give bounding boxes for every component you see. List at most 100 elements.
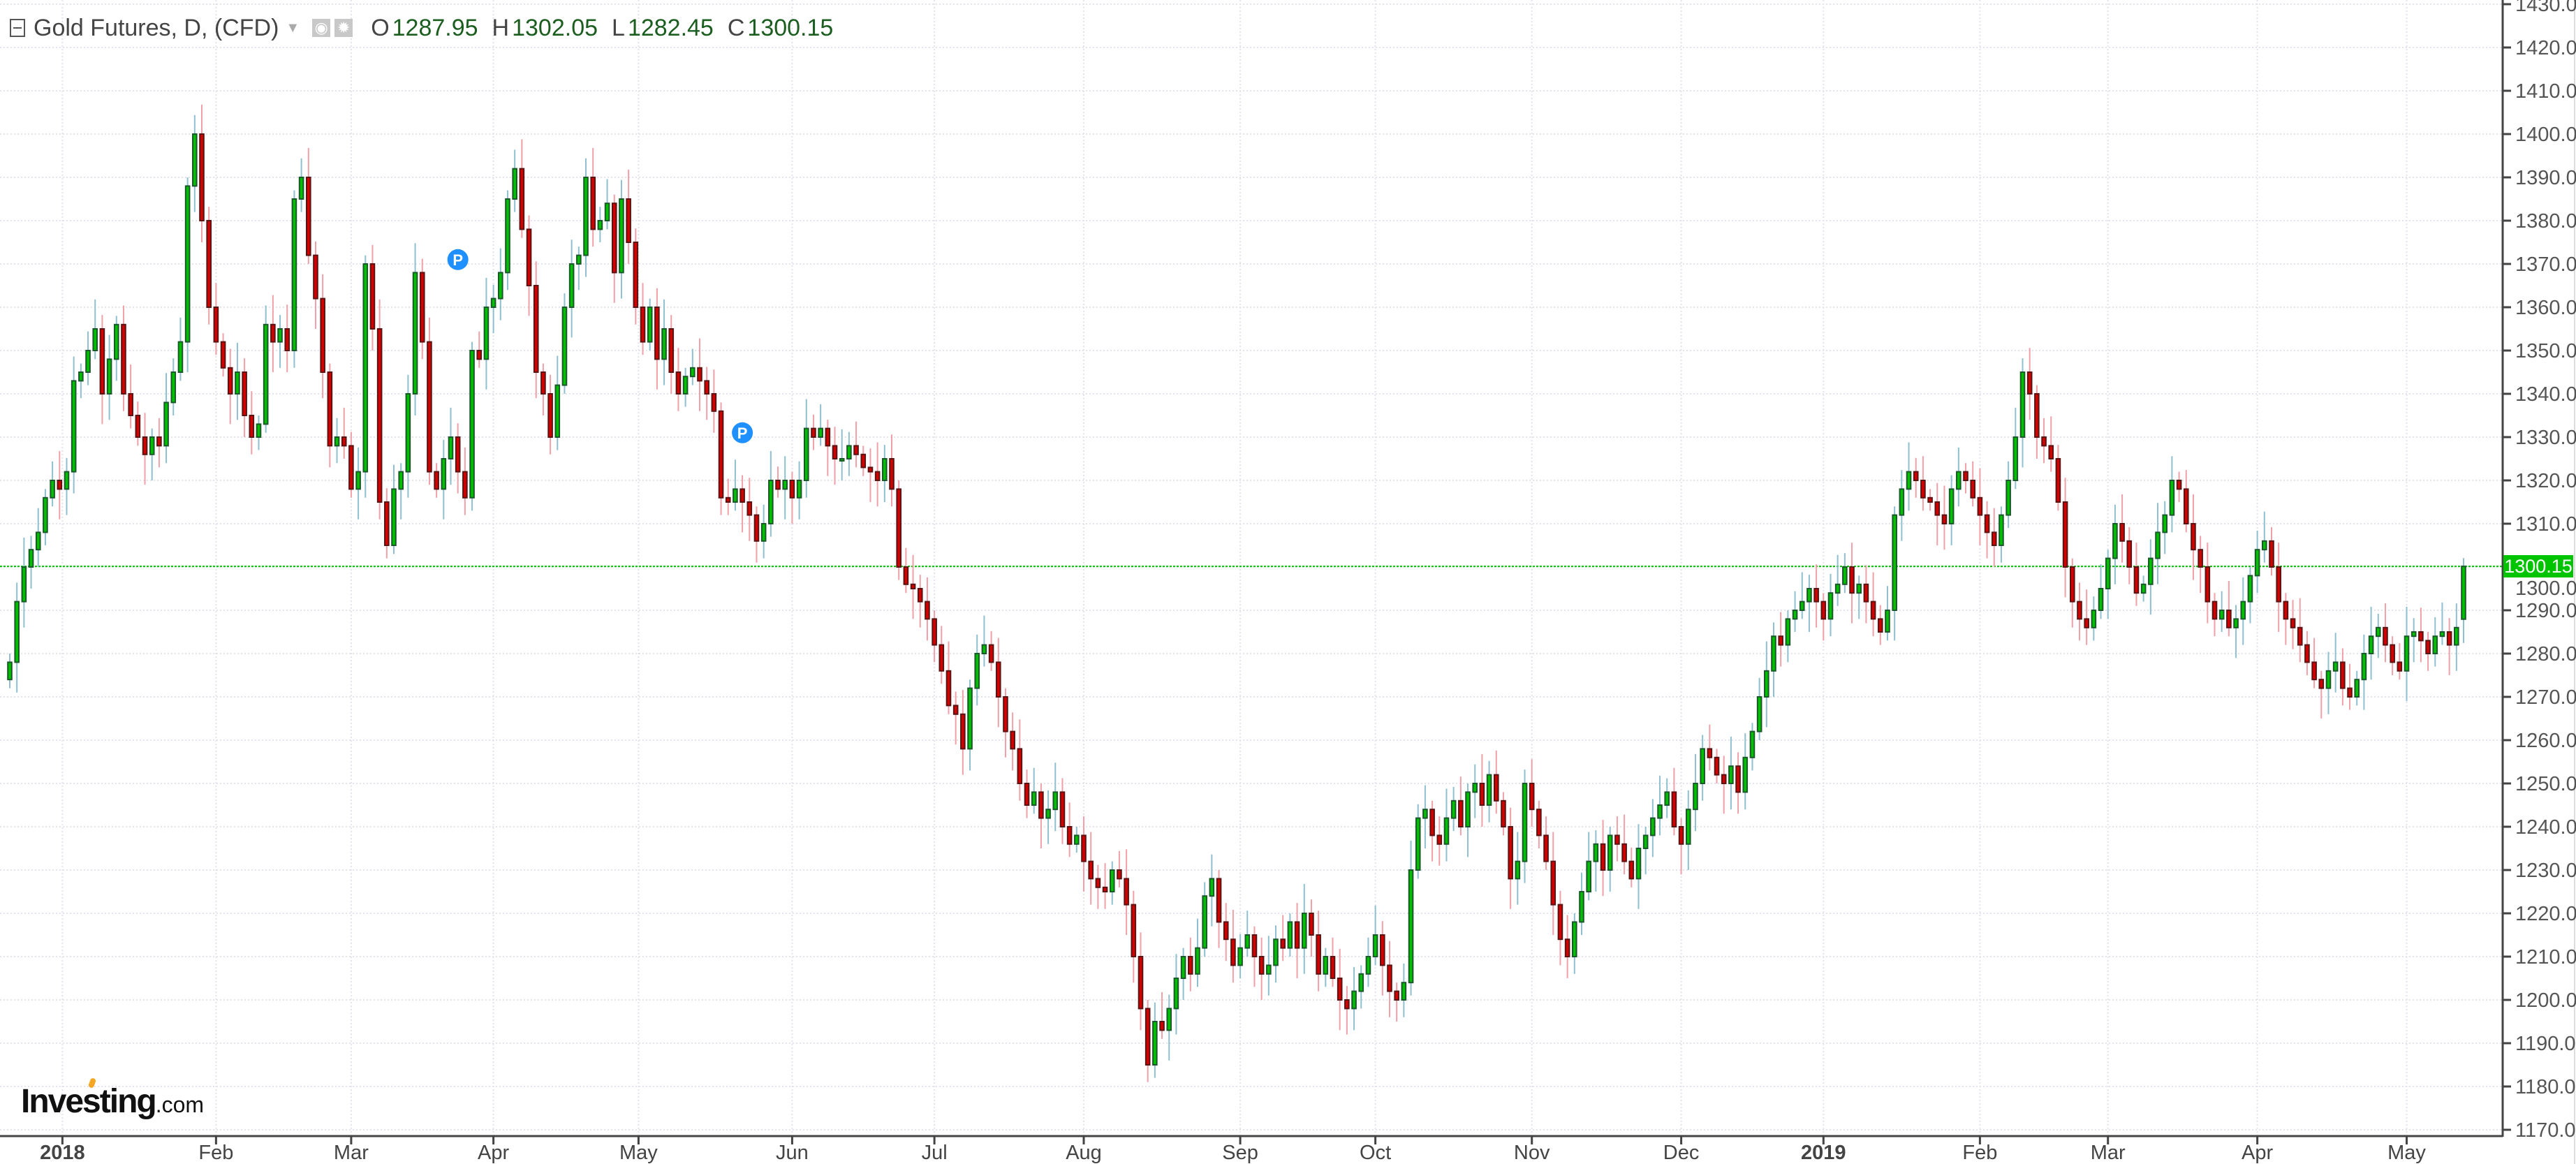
candle-down (945, 670, 952, 707)
candle-down (142, 436, 148, 455)
candle-down (2347, 687, 2353, 698)
candle-down (1380, 934, 1385, 966)
candle-up (1486, 774, 1492, 806)
candle-down (1550, 860, 1556, 906)
gear-icon[interactable]: ✹ (334, 19, 353, 37)
time-tick-label: Apr (2242, 1142, 2273, 1164)
collapse-icon[interactable] (10, 19, 25, 37)
price-tick-label: 1210.00 (2515, 946, 2576, 968)
candle-down (1294, 921, 1300, 949)
candle-down (874, 471, 881, 481)
chevron-down-icon[interactable]: ▼ (286, 20, 300, 36)
candle-down (540, 371, 546, 395)
candle-down (2226, 610, 2232, 628)
candle-down (2119, 523, 2125, 542)
time-tick-label: Sep (1222, 1142, 1258, 1164)
candle-up (690, 367, 695, 378)
candle-up (1443, 817, 1450, 845)
candle-down (1124, 878, 1129, 906)
candle-up (1579, 891, 1584, 923)
candle-down (384, 501, 390, 546)
candle-up (1372, 934, 1378, 957)
event-marker-icon[interactable] (732, 422, 753, 443)
candle-down (654, 307, 660, 360)
candle-down (2276, 566, 2281, 603)
price-tick-label: 1220.00 (2515, 903, 2576, 925)
candle-down (341, 436, 347, 447)
candle-down (1187, 956, 1193, 975)
price-tick-label: 1370.00 (2515, 253, 2576, 276)
candle-up (163, 401, 169, 447)
candle-up (1956, 471, 1962, 490)
candle-down (2183, 488, 2189, 525)
candle-up (291, 198, 297, 351)
candle-down (2084, 618, 2089, 628)
candle-down (305, 177, 311, 256)
candle-down (1493, 774, 1499, 802)
candle-up (1785, 618, 1791, 646)
price-tick-label: 1360.00 (2515, 297, 2576, 319)
price-tick-label: 1180.00 (2515, 1076, 2576, 1098)
candle-down (1330, 956, 1336, 979)
time-tick-label: Oct (1360, 1142, 1391, 1164)
candle-up (1195, 947, 1200, 975)
candle-down (1216, 878, 1222, 923)
time-tick-label: May (619, 1142, 658, 1164)
candle-down (2069, 566, 2075, 603)
symbol-title[interactable]: Gold Futures, D, (CFD) (34, 14, 279, 41)
candle-up (92, 328, 98, 351)
candle-down (1088, 860, 1094, 880)
candle-down (1095, 878, 1101, 888)
candle-down (427, 341, 432, 473)
candle-up (405, 393, 411, 473)
open-label: O (371, 14, 390, 41)
candle-up (1408, 869, 1414, 984)
candle-down (2340, 661, 2346, 689)
candle-down (867, 466, 874, 473)
price-tick-label: 1420.00 (2515, 37, 2576, 59)
candle-down (1344, 999, 1350, 1010)
candle-down (2026, 371, 2033, 395)
candle-down (220, 341, 226, 369)
price-tick-label: 1250.00 (2515, 773, 2576, 795)
candle-down (1678, 826, 1684, 845)
candle-up (14, 601, 20, 663)
candle-up (2375, 626, 2381, 638)
candle-up (2098, 588, 2104, 611)
event-markers[interactable]: PP (447, 249, 753, 443)
event-marker-icon[interactable] (447, 249, 469, 270)
candle-down (1963, 471, 1968, 481)
candle-up (1635, 848, 1642, 880)
candle-up (391, 488, 397, 547)
low-value: 1282.45 (627, 14, 714, 41)
investing-logo[interactable]: Investing.com (21, 1077, 204, 1121)
candle-down (1387, 964, 1392, 992)
candle-down (1991, 531, 1997, 547)
candle-down (2205, 566, 2211, 603)
candle-down (1984, 514, 1990, 533)
candle-down (2269, 540, 2274, 568)
candle-down (249, 415, 255, 438)
time-tick-label: Mar (334, 1142, 369, 1164)
candle-down (57, 480, 63, 490)
candle-down (2133, 566, 2140, 594)
candle-up (803, 427, 809, 481)
candle-down (939, 644, 945, 672)
candle-up (1885, 610, 1890, 633)
eye-icon[interactable]: ◉ (312, 19, 331, 37)
candle-down (2211, 601, 2218, 620)
price-tick-label: 1320.00 (2515, 470, 2576, 492)
candle-up (184, 185, 191, 343)
candle-up (2439, 631, 2445, 638)
candle-up (113, 323, 119, 360)
candle-up (981, 644, 987, 654)
candle-up (967, 687, 973, 750)
candle-up (1593, 843, 1599, 862)
candle-down (1913, 471, 1919, 481)
candle-up (1749, 730, 1756, 758)
candle-down (910, 583, 916, 589)
candle-up (1472, 783, 1478, 793)
high-value: 1302.05 (512, 14, 598, 41)
